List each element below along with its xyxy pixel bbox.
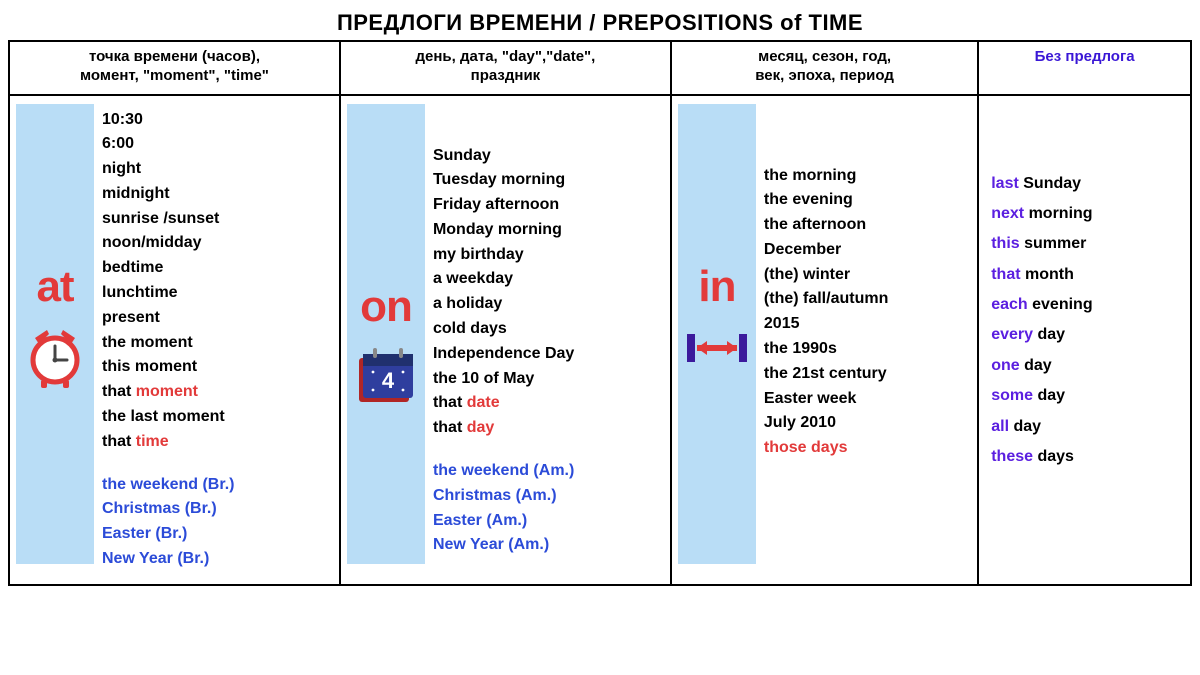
list-item: the 1990s: [764, 337, 888, 362]
list-item: noon/midday: [102, 231, 234, 256]
list-item: that time: [102, 430, 234, 455]
list-item: these days: [991, 442, 1180, 472]
list-item: every day: [991, 320, 1180, 350]
list-item: this summer: [991, 229, 1180, 259]
prepositions-table: точка времени (часов), момент, "moment",…: [8, 40, 1192, 586]
list-item: sunrise /sunset: [102, 207, 234, 232]
strip-in: in: [678, 104, 756, 564]
list-item: December: [764, 238, 888, 263]
list-item: Easter (Br.): [102, 522, 234, 547]
cell-at: at 10:30 6:00 night midnight sunrise /su: [9, 95, 340, 585]
list-item: Easter (Am.): [433, 509, 574, 534]
cell-on: on 4 Sunday Tuesday morning Friday after…: [340, 95, 671, 585]
list-item: the afternoon: [764, 213, 888, 238]
list-item: New Year (Am.): [433, 533, 574, 558]
list-item: the last moment: [102, 405, 234, 430]
header-line: праздник: [471, 67, 541, 84]
strip-at: at: [16, 104, 94, 564]
prep-at: at: [36, 262, 73, 312]
list-item: 2015: [764, 312, 888, 337]
list-item: last Sunday: [991, 169, 1180, 199]
list-item: all day: [991, 412, 1180, 442]
header-col-3: месяц, сезон, год, век, эпоха, период: [671, 41, 978, 95]
list-item: the 21st century: [764, 362, 888, 387]
list-item: a holiday: [433, 292, 574, 317]
list-item: that moment: [102, 380, 234, 405]
list-item: cold days: [433, 317, 574, 342]
list-item: (the) fall/autumn: [764, 287, 888, 312]
list-item: night: [102, 157, 234, 182]
list-item: that day: [433, 416, 574, 441]
list-item: the moment: [102, 331, 234, 356]
list-item: that month: [991, 260, 1180, 290]
cell-no-prep: last Sunday next morning this summer tha…: [978, 95, 1191, 585]
list-item: lunchtime: [102, 281, 234, 306]
list-item: a weekday: [433, 267, 574, 292]
list-item: 6:00: [102, 132, 234, 157]
list-item: the evening: [764, 188, 888, 213]
list-item: my birthday: [433, 243, 574, 268]
list-item: this moment: [102, 355, 234, 380]
list-item: that date: [433, 391, 574, 416]
list-on: Sunday Tuesday morning Friday afternoon …: [433, 104, 574, 559]
page-title: ПРЕДЛОГИ ВРЕМЕНИ / PREPOSITIONS of TIME: [8, 10, 1192, 36]
list-item: the weekend (Br.): [102, 473, 234, 498]
list-item: Easter week: [764, 387, 888, 412]
list-item: July 2010: [764, 411, 888, 436]
list-item: each evening: [991, 290, 1180, 320]
header-line: век, эпоха, период: [755, 67, 894, 84]
list-item: Monday morning: [433, 218, 574, 243]
prep-on: on: [360, 282, 412, 332]
list-no-prep: last Sunday next morning this summer tha…: [985, 104, 1184, 473]
header-line: точка времени (часов),: [89, 48, 260, 65]
list-item: New Year (Br.): [102, 547, 234, 572]
list-item: some day: [991, 381, 1180, 411]
header-line: месяц, сезон, год,: [758, 48, 891, 65]
cell-in: in the morning the evening the afternoon…: [671, 95, 978, 585]
list-item: bedtime: [102, 256, 234, 281]
list-item: those days: [764, 436, 888, 461]
list-at: 10:30 6:00 night midnight sunrise /sunse…: [102, 104, 234, 572]
list-in: the morning the evening the afternoon De…: [764, 104, 888, 462]
list-item: present: [102, 306, 234, 331]
period-arrow-icon: [685, 330, 749, 366]
list-item: Sunday: [433, 144, 574, 169]
header-col-2: день, дата, "day","date", праздник: [340, 41, 671, 95]
header-line: момент, "moment", "time": [80, 67, 269, 84]
prep-in: in: [698, 262, 735, 312]
strip-on: on 4: [347, 104, 425, 564]
calendar-icon: 4: [353, 346, 419, 408]
list-item: Friday afternoon: [433, 193, 574, 218]
list-item: the 10 of May: [433, 367, 574, 392]
list-item: Christmas (Br.): [102, 497, 234, 522]
list-item: Christmas (Am.): [433, 484, 574, 509]
list-item: midnight: [102, 182, 234, 207]
list-item: the weekend (Am.): [433, 459, 574, 484]
list-item: next morning: [991, 199, 1180, 229]
header-col-4: Без предлога: [978, 41, 1191, 95]
header-col-1: точка времени (часов), момент, "moment",…: [9, 41, 340, 95]
header-line: день, дата, "day","date",: [416, 48, 596, 65]
svg-text:4: 4: [382, 368, 395, 393]
header-line: Без предлога: [1035, 48, 1135, 65]
list-item: 10:30: [102, 108, 234, 133]
list-item: Independence Day: [433, 342, 574, 367]
clock-icon: [25, 326, 85, 390]
list-item: (the) winter: [764, 263, 888, 288]
list-item: Tuesday morning: [433, 168, 574, 193]
list-item: the morning: [764, 164, 888, 189]
list-item: one day: [991, 351, 1180, 381]
